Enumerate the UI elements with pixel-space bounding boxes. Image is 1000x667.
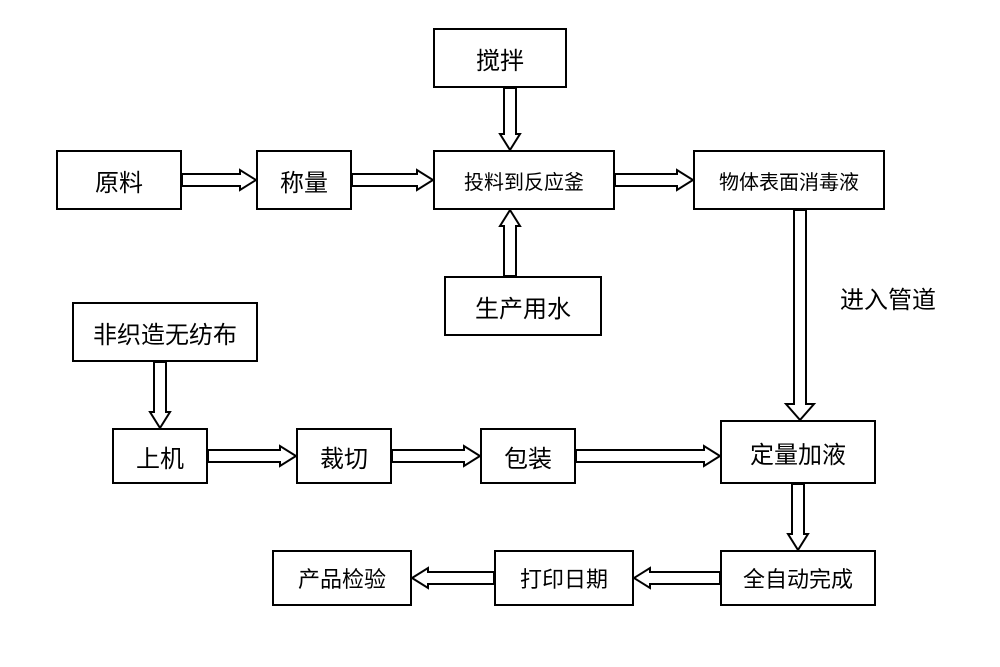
node-dose: 定量加液 <box>720 420 876 484</box>
node-raw: 原料 <box>56 150 182 210</box>
arrow-auto-date <box>634 568 720 588</box>
node-label: 称量 <box>280 163 328 198</box>
node-nonwoven: 非织造无纺布 <box>72 302 258 362</box>
arrow-mount-cut <box>208 446 296 466</box>
node-label: 投料到反应釜 <box>464 166 584 195</box>
node-feed: 投料到反应釜 <box>433 150 615 210</box>
node-weigh: 称量 <box>256 150 352 210</box>
node-auto: 全自动完成 <box>720 550 876 606</box>
node-inspect: 产品检验 <box>272 550 412 606</box>
node-label: 原料 <box>95 163 143 198</box>
node-label: 包装 <box>504 439 552 474</box>
arrow-date-inspect <box>412 568 494 588</box>
node-label: 上机 <box>136 439 184 474</box>
node-water: 生产用水 <box>444 276 602 336</box>
node-mount: 上机 <box>112 428 208 484</box>
node-label: 打印日期 <box>520 562 608 594</box>
node-label: 产品检验 <box>298 562 386 594</box>
arrow-disinfect-dose <box>786 210 814 420</box>
node-label: 定量加液 <box>750 435 846 470</box>
edge-label-text: 进入管道 <box>840 288 936 314</box>
arrow-pack-dose <box>576 446 720 466</box>
node-label: 裁切 <box>320 439 368 474</box>
node-cut: 裁切 <box>296 428 392 484</box>
flowchart-canvas: 搅拌原料 称量 投料到反应釜 物体表面消毒液生产用水非织造无纺布上机 裁切 包装 定量加液全… <box>0 0 1000 667</box>
arrow-water-feed <box>500 210 520 276</box>
arrow-feed-disinfect <box>615 170 693 190</box>
node-label: 生产用水 <box>475 289 571 324</box>
arrow-raw-weigh <box>182 170 256 190</box>
arrow-dose-auto <box>788 484 808 550</box>
arrow-stir-feed <box>500 88 520 150</box>
node-label: 非织造无纺布 <box>93 315 237 350</box>
arrow-nonwoven-mount <box>150 362 170 428</box>
node-stir: 搅拌 <box>433 28 567 88</box>
node-date: 打印日期 <box>494 550 634 606</box>
arrow-cut-pack <box>392 446 480 466</box>
arrow-weigh-feed <box>352 170 433 190</box>
edge-label-pipe: 进入管道 <box>840 280 936 315</box>
node-label: 全自动完成 <box>743 562 853 594</box>
node-disinfect: 物体表面消毒液 <box>693 150 885 210</box>
node-pack: 包装 <box>480 428 576 484</box>
node-label: 物体表面消毒液 <box>719 166 859 195</box>
node-label: 搅拌 <box>476 41 524 76</box>
